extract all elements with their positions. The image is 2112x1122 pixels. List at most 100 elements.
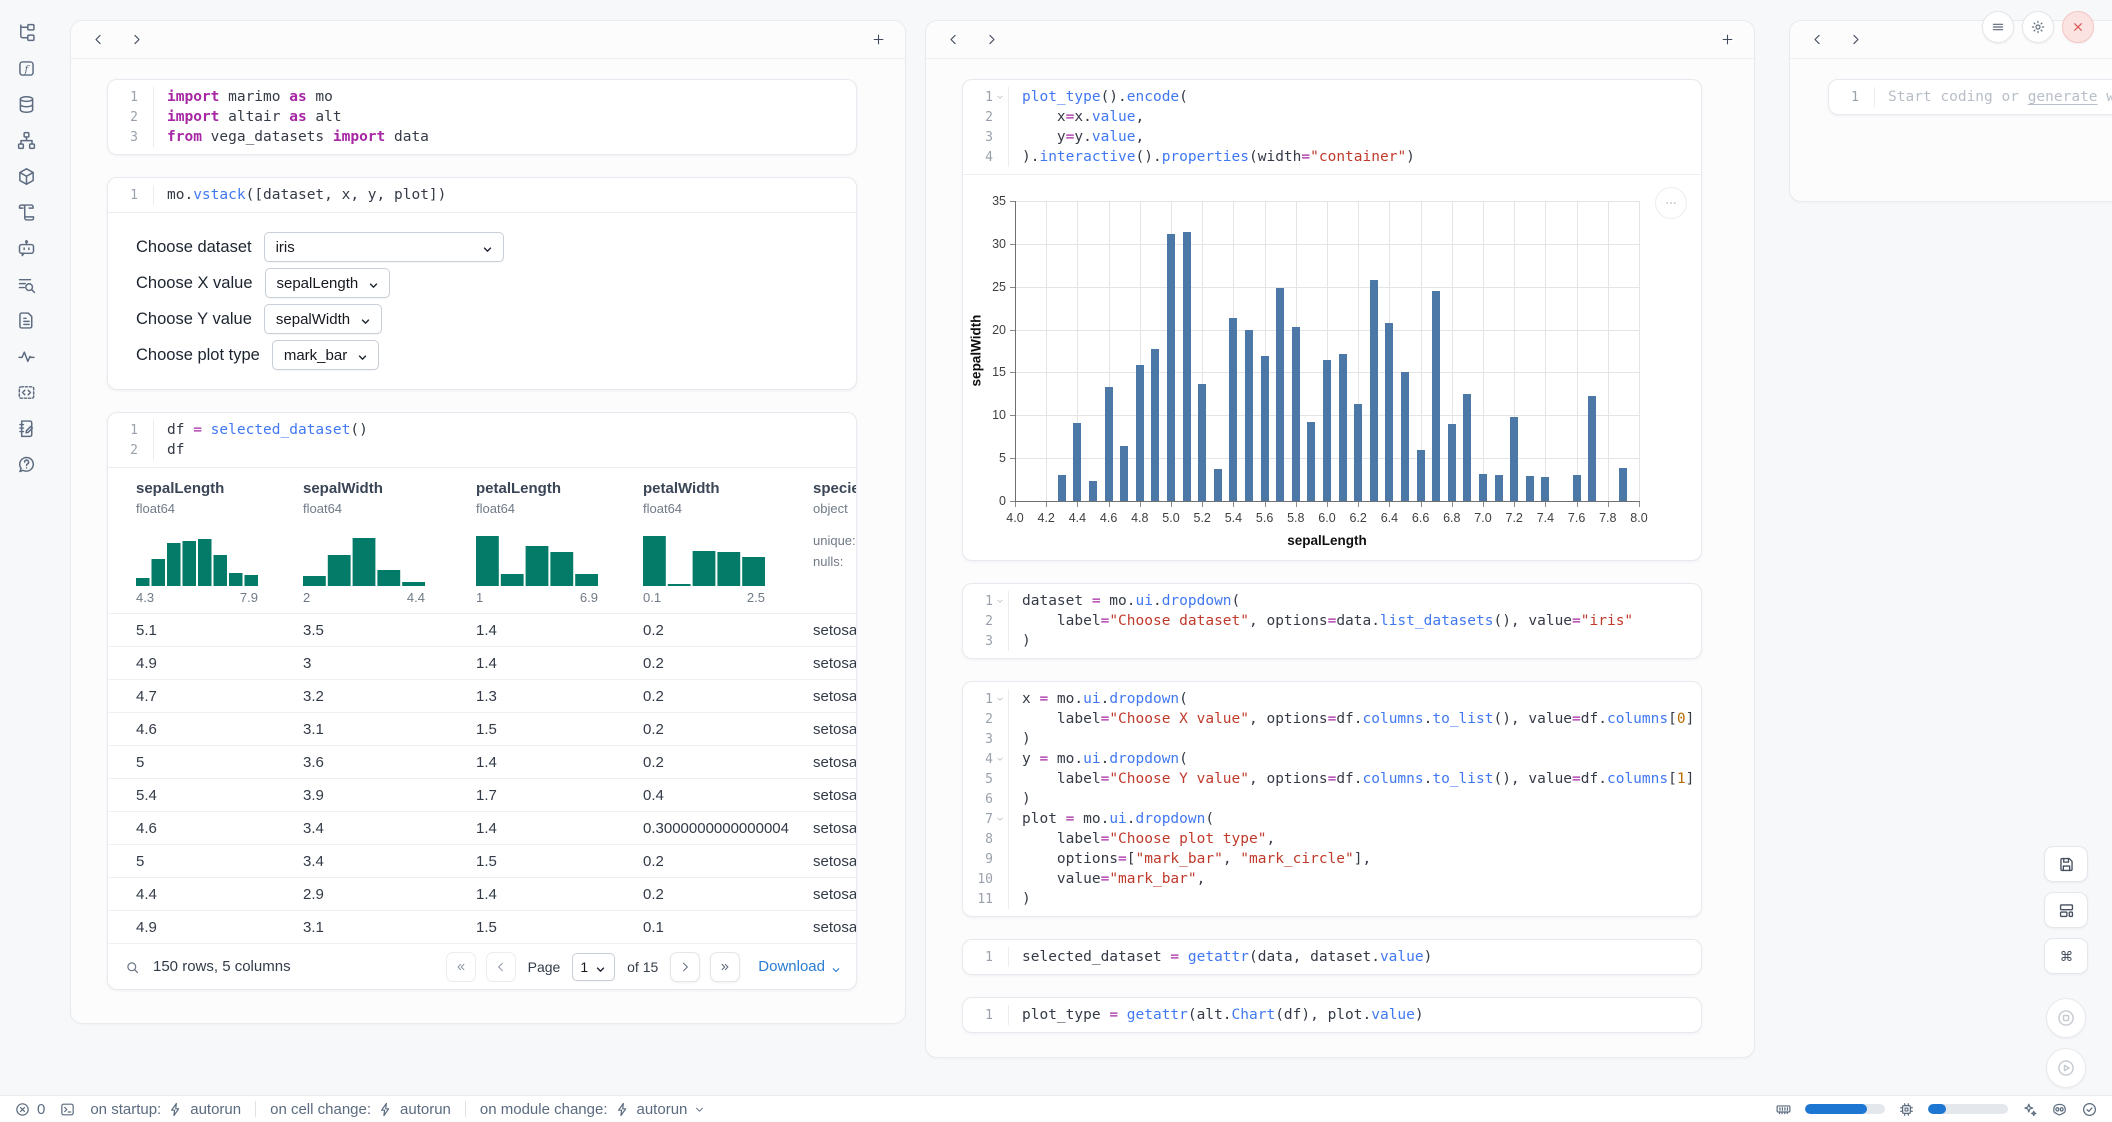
column-forward-button[interactable]: [980, 29, 1002, 51]
x-tick-label: 4.6: [1100, 511, 1117, 525]
settings-button[interactable]: [2022, 11, 2054, 43]
code-block-icon[interactable]: [16, 382, 37, 403]
code-line: 11): [963, 889, 1701, 909]
first-page-button[interactable]: [446, 952, 476, 982]
page-select[interactable]: 1: [572, 953, 615, 981]
table-cell: 1.5: [476, 853, 643, 870]
column-back-button[interactable]: [942, 29, 964, 51]
code-editor[interactable]: 1selected_dataset = getattr(data, datase…: [963, 940, 1701, 974]
code-editor[interactable]: 1dataset = mo.ui.dropdown(2 label="Choos…: [963, 584, 1701, 658]
column-range: 0.12.5: [643, 590, 765, 605]
table-row[interactable]: 4.931.40.2setosa: [108, 646, 856, 679]
terminal-button[interactable]: [59, 1101, 76, 1118]
script-icon[interactable]: [16, 202, 37, 223]
ai-sparkles-button[interactable]: [2021, 1101, 2038, 1118]
table-cell: 1.7: [476, 787, 643, 804]
search-icon[interactable]: [124, 958, 141, 975]
scratchpad-icon[interactable]: [16, 418, 37, 439]
table-column-header[interactable]: petalWidthfloat640.12.5: [643, 480, 813, 605]
function-square-icon[interactable]: f: [16, 58, 37, 79]
copilot-button[interactable]: [2051, 1101, 2068, 1118]
column-forward-button[interactable]: [1844, 29, 1866, 51]
chart-output: 4.04.24.44.64.85.05.25.45.65.86.06.26.46…: [963, 174, 1701, 560]
dependency-graph-icon[interactable]: [16, 130, 37, 151]
status-bar: 0 on startup: autorun on cell change: au…: [0, 1095, 2112, 1122]
column-1-header: [71, 21, 905, 59]
table-row[interactable]: 4.63.41.40.3000000000000004setosa: [108, 811, 856, 844]
shutdown-button[interactable]: [2062, 11, 2094, 43]
code-editor[interactable]: 1plot_type().encode(2 x=x.value,3 y=y.va…: [963, 80, 1701, 174]
code-placeholder[interactable]: Start coding or generate with AI.: [1888, 89, 2112, 105]
notebook-cell: 1dataset = mo.ui.dropdown(2 label="Choos…: [962, 583, 1702, 659]
table-row[interactable]: 53.41.50.2setosa: [108, 844, 856, 877]
chart-plot-area[interactable]: 4.04.24.44.64.85.05.25.45.65.86.06.26.46…: [1015, 201, 1639, 501]
y-tick: [1010, 372, 1015, 373]
table-row[interactable]: 5.13.51.40.2setosa: [108, 613, 856, 646]
chart-options-button[interactable]: [1655, 187, 1687, 219]
file-tree-icon[interactable]: [16, 22, 37, 43]
table-row[interactable]: 4.63.11.50.2setosa: [108, 712, 856, 745]
database-icon[interactable]: [16, 94, 37, 115]
table-row[interactable]: 4.42.91.40.2setosa: [108, 877, 856, 910]
menu-button[interactable]: [1982, 11, 2014, 43]
table-cell: setosa: [813, 655, 856, 672]
command-palette-button[interactable]: ⌘: [2044, 938, 2088, 974]
x-tick: [1265, 502, 1266, 507]
separator: [465, 1101, 466, 1117]
error-count-indicator[interactable]: 0: [14, 1101, 45, 1118]
table-row[interactable]: 4.93.11.50.1setosa: [108, 910, 856, 943]
add-cell-button[interactable]: [1716, 29, 1738, 51]
on-cell-change-setting[interactable]: on cell change: autorun: [270, 1101, 451, 1118]
y-tick: [1010, 501, 1015, 502]
chart-bar: [1261, 356, 1269, 501]
on-module-change-setting[interactable]: on module change: autorun: [480, 1101, 706, 1118]
stop-button[interactable]: [2046, 998, 2086, 1038]
y-tick-label: 5: [982, 451, 1006, 465]
table-column-header[interactable]: petalLengthfloat6416.9: [476, 480, 643, 605]
column-name: petalWidth: [643, 480, 813, 497]
layout-toggle-button[interactable]: [2044, 892, 2088, 928]
cpu-icon: [1898, 1101, 1915, 1118]
search-list-icon[interactable]: [16, 274, 37, 295]
dropdown-select[interactable]: mark_bar: [272, 340, 379, 370]
next-page-button[interactable]: [670, 952, 700, 982]
package-icon[interactable]: [16, 166, 37, 187]
add-cell-button[interactable]: [867, 29, 889, 51]
x-tick-label: 5.6: [1256, 511, 1273, 525]
table-column-header[interactable]: speciesobjectunique:nulls:: [813, 480, 857, 605]
last-page-button[interactable]: [710, 952, 740, 982]
dropdown-select[interactable]: sepalLength: [265, 268, 391, 298]
help-bubble-icon[interactable]: [16, 454, 37, 475]
generate-link[interactable]: generate: [2028, 89, 2098, 105]
x-tick: [1233, 502, 1234, 507]
code-editor[interactable]: 1x = mo.ui.dropdown(2 label="Choose X va…: [963, 682, 1701, 916]
connection-status-button[interactable]: [2081, 1101, 2098, 1118]
document-icon[interactable]: [16, 310, 37, 331]
x-tick: [1452, 502, 1453, 507]
table-column-header[interactable]: sepalWidthfloat6424.4: [303, 480, 476, 605]
table-column-header[interactable]: sepalLengthfloat644.37.9: [136, 480, 303, 605]
column-back-button[interactable]: [87, 29, 109, 51]
code-editor[interactable]: 1 Start coding or generate with AI.: [1829, 80, 2112, 114]
prev-page-button[interactable]: [486, 952, 516, 982]
code-line: 1selected_dataset = getattr(data, datase…: [963, 947, 1701, 967]
fold-chevron-icon: [993, 91, 1006, 103]
column-forward-button[interactable]: [125, 29, 147, 51]
table-row[interactable]: 5.43.91.70.4setosa: [108, 778, 856, 811]
dropdown-select[interactable]: sepalWidth: [264, 304, 382, 334]
save-button[interactable]: [2044, 846, 2088, 882]
column-back-button[interactable]: [1806, 29, 1828, 51]
chatbot-icon[interactable]: [16, 238, 37, 259]
table-row[interactable]: 53.61.40.2setosa: [108, 745, 856, 778]
code-editor[interactable]: 1df = selected_dataset()2df: [108, 413, 856, 467]
y-tick-label: 30: [982, 237, 1006, 251]
code-editor[interactable]: 1mo.vstack([dataset, x, y, plot]): [108, 178, 856, 212]
download-button[interactable]: Download: [758, 958, 842, 975]
table-row[interactable]: 4.73.21.30.2setosa: [108, 679, 856, 712]
code-editor[interactable]: 1plot_type = getattr(alt.Chart(df), plot…: [963, 998, 1701, 1032]
dropdown-select[interactable]: iris: [264, 232, 504, 262]
on-startup-setting[interactable]: on startup: autorun: [90, 1101, 241, 1118]
code-editor[interactable]: 1import marimo as mo2import altair as al…: [108, 80, 856, 154]
run-button[interactable]: [2046, 1048, 2086, 1088]
activity-icon[interactable]: [16, 346, 37, 367]
